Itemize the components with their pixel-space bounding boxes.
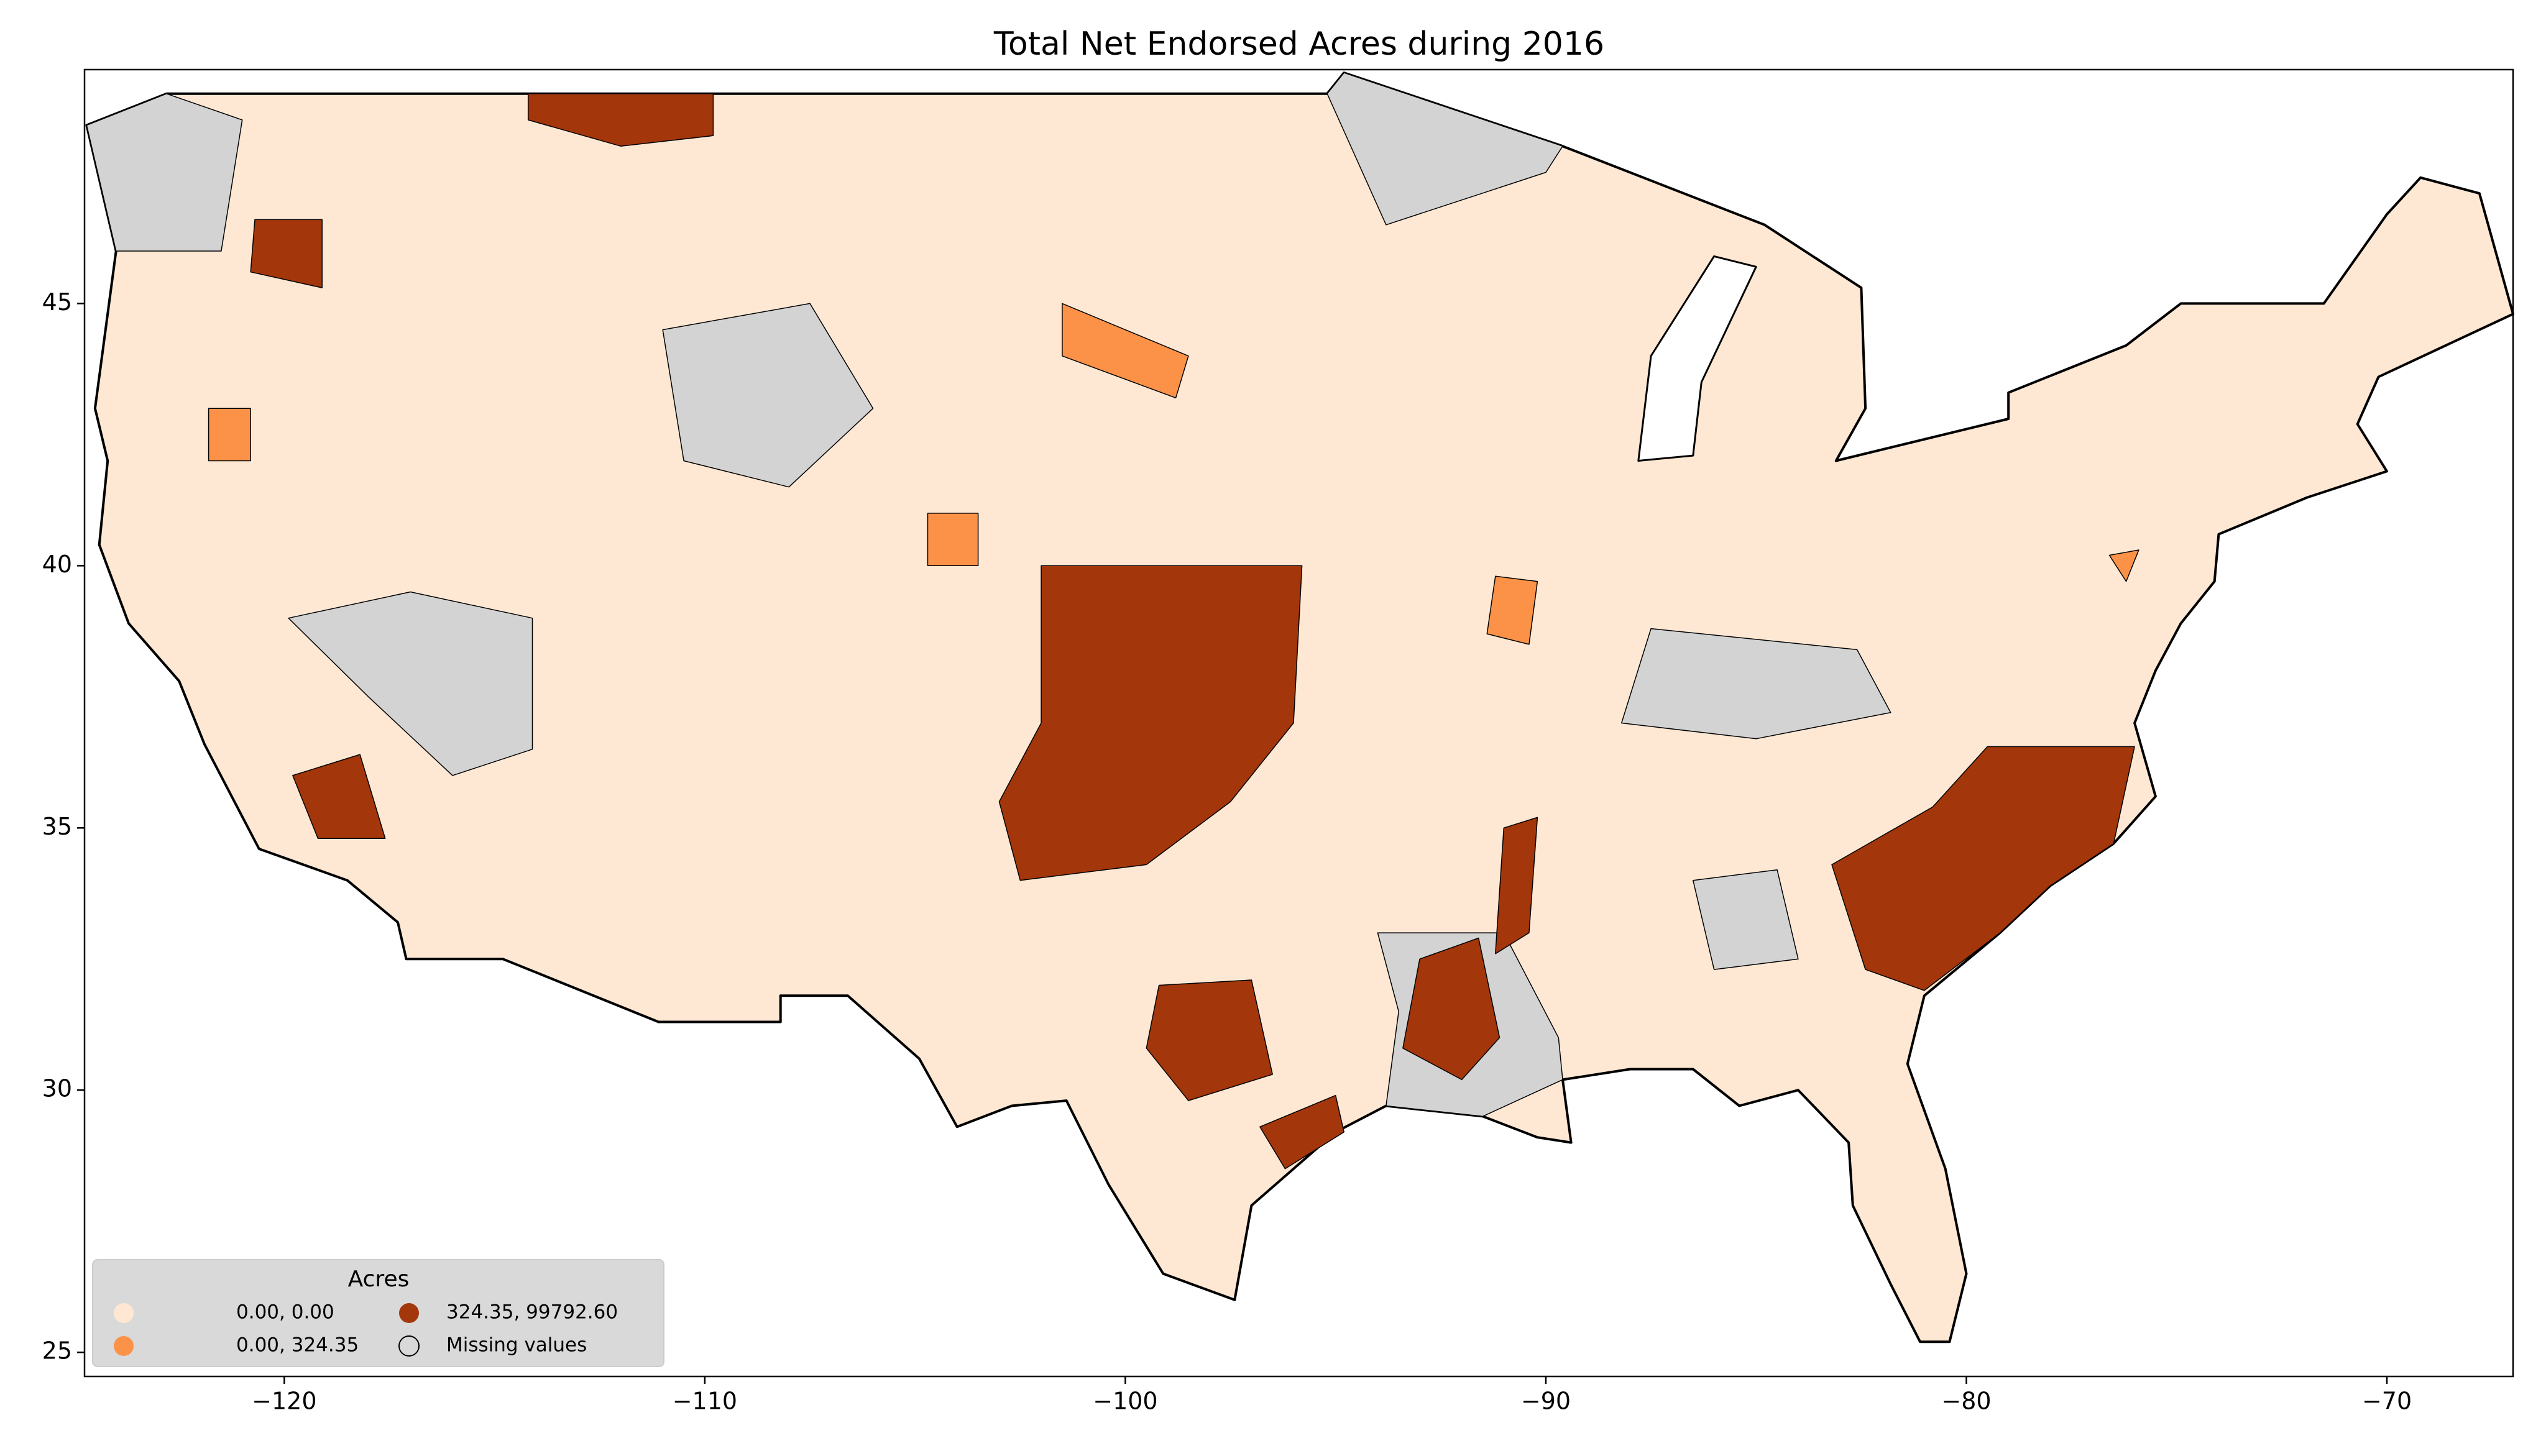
region-shape bbox=[527, 93, 714, 147]
region-shape bbox=[1402, 937, 1500, 1081]
chart-title: Total Net Endorsed Acres during 2016 bbox=[993, 25, 1604, 63]
legend-marker bbox=[114, 1336, 134, 1356]
x-tick-label: −80 bbox=[1941, 1388, 1991, 1415]
region-shape bbox=[1693, 869, 1799, 970]
legend-title: Acres bbox=[348, 1266, 410, 1292]
region-shape bbox=[662, 303, 874, 488]
region-shape bbox=[86, 93, 243, 252]
region-shape bbox=[1486, 575, 1538, 645]
y-tick-label: 40 bbox=[42, 551, 72, 578]
region-shape bbox=[292, 754, 386, 839]
region-shape bbox=[1831, 746, 2135, 991]
region-shape bbox=[1146, 979, 1273, 1101]
legend-label: Missing values bbox=[446, 1334, 587, 1357]
region-shape bbox=[250, 219, 323, 288]
x-tick-label: −120 bbox=[252, 1388, 316, 1415]
region-shape bbox=[208, 408, 251, 462]
legend-label: 0.00, 0.00 bbox=[236, 1301, 334, 1324]
region-shape bbox=[1259, 1094, 1344, 1170]
plot-frame bbox=[83, 68, 2514, 1378]
x-tick-label: −90 bbox=[1521, 1388, 1571, 1415]
region-shape bbox=[1620, 628, 1891, 739]
region-shape bbox=[998, 565, 1303, 881]
x-tick-label: −70 bbox=[2362, 1388, 2412, 1415]
y-tick-label: 45 bbox=[42, 288, 72, 316]
legend-label: 0.00, 324.35 bbox=[236, 1334, 359, 1357]
legend-marker bbox=[399, 1303, 419, 1323]
y-tick-label: 25 bbox=[42, 1337, 72, 1365]
x-tick-label: −100 bbox=[1093, 1388, 1157, 1415]
region-shape bbox=[1062, 303, 1189, 399]
lake-shape bbox=[1637, 255, 1757, 462]
y-tick-label: 35 bbox=[42, 813, 72, 840]
region-shape bbox=[927, 513, 979, 567]
legend-label: 324.35, 99792.60 bbox=[446, 1301, 618, 1324]
region-shape bbox=[288, 591, 533, 776]
legend-marker bbox=[398, 1335, 420, 1357]
region-shape bbox=[1495, 817, 1538, 955]
x-tick-label: −110 bbox=[673, 1388, 737, 1415]
region-shape bbox=[1326, 72, 1563, 226]
y-tick-label: 30 bbox=[42, 1075, 72, 1102]
legend-box bbox=[92, 1259, 664, 1367]
legend-marker bbox=[114, 1303, 134, 1323]
region-shape bbox=[2108, 549, 2139, 582]
